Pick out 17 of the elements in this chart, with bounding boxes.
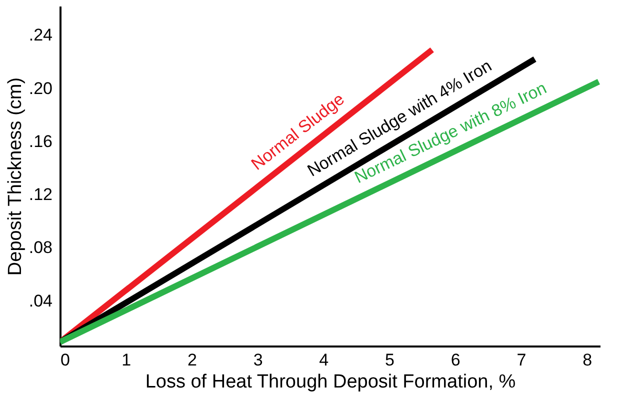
- x-tick-label: 8: [582, 350, 592, 370]
- x-tick-label: 4: [319, 350, 329, 370]
- y-tick-label: .12: [28, 185, 52, 204]
- x-tick-label: 0: [60, 350, 70, 370]
- y-tick-label: .20: [28, 78, 52, 98]
- x-tick-label: 1: [122, 350, 132, 370]
- x-tick-label: 2: [187, 350, 197, 370]
- y-tick-label: .04: [28, 291, 52, 310]
- y-tick-label: .08: [28, 238, 52, 258]
- y-tick-label: .16: [28, 132, 52, 151]
- x-tick-label: 3: [253, 350, 263, 370]
- y-tick-label: .24: [28, 26, 52, 45]
- x-tick-label: 5: [385, 350, 395, 370]
- x-tick-label: 6: [450, 350, 460, 370]
- x-axis-title: Loss of Heat Through Deposit Formation, %: [145, 372, 516, 392]
- y-axis-title: Deposit Thickness (cm): [4, 77, 26, 276]
- x-tick-label: 7: [516, 350, 526, 370]
